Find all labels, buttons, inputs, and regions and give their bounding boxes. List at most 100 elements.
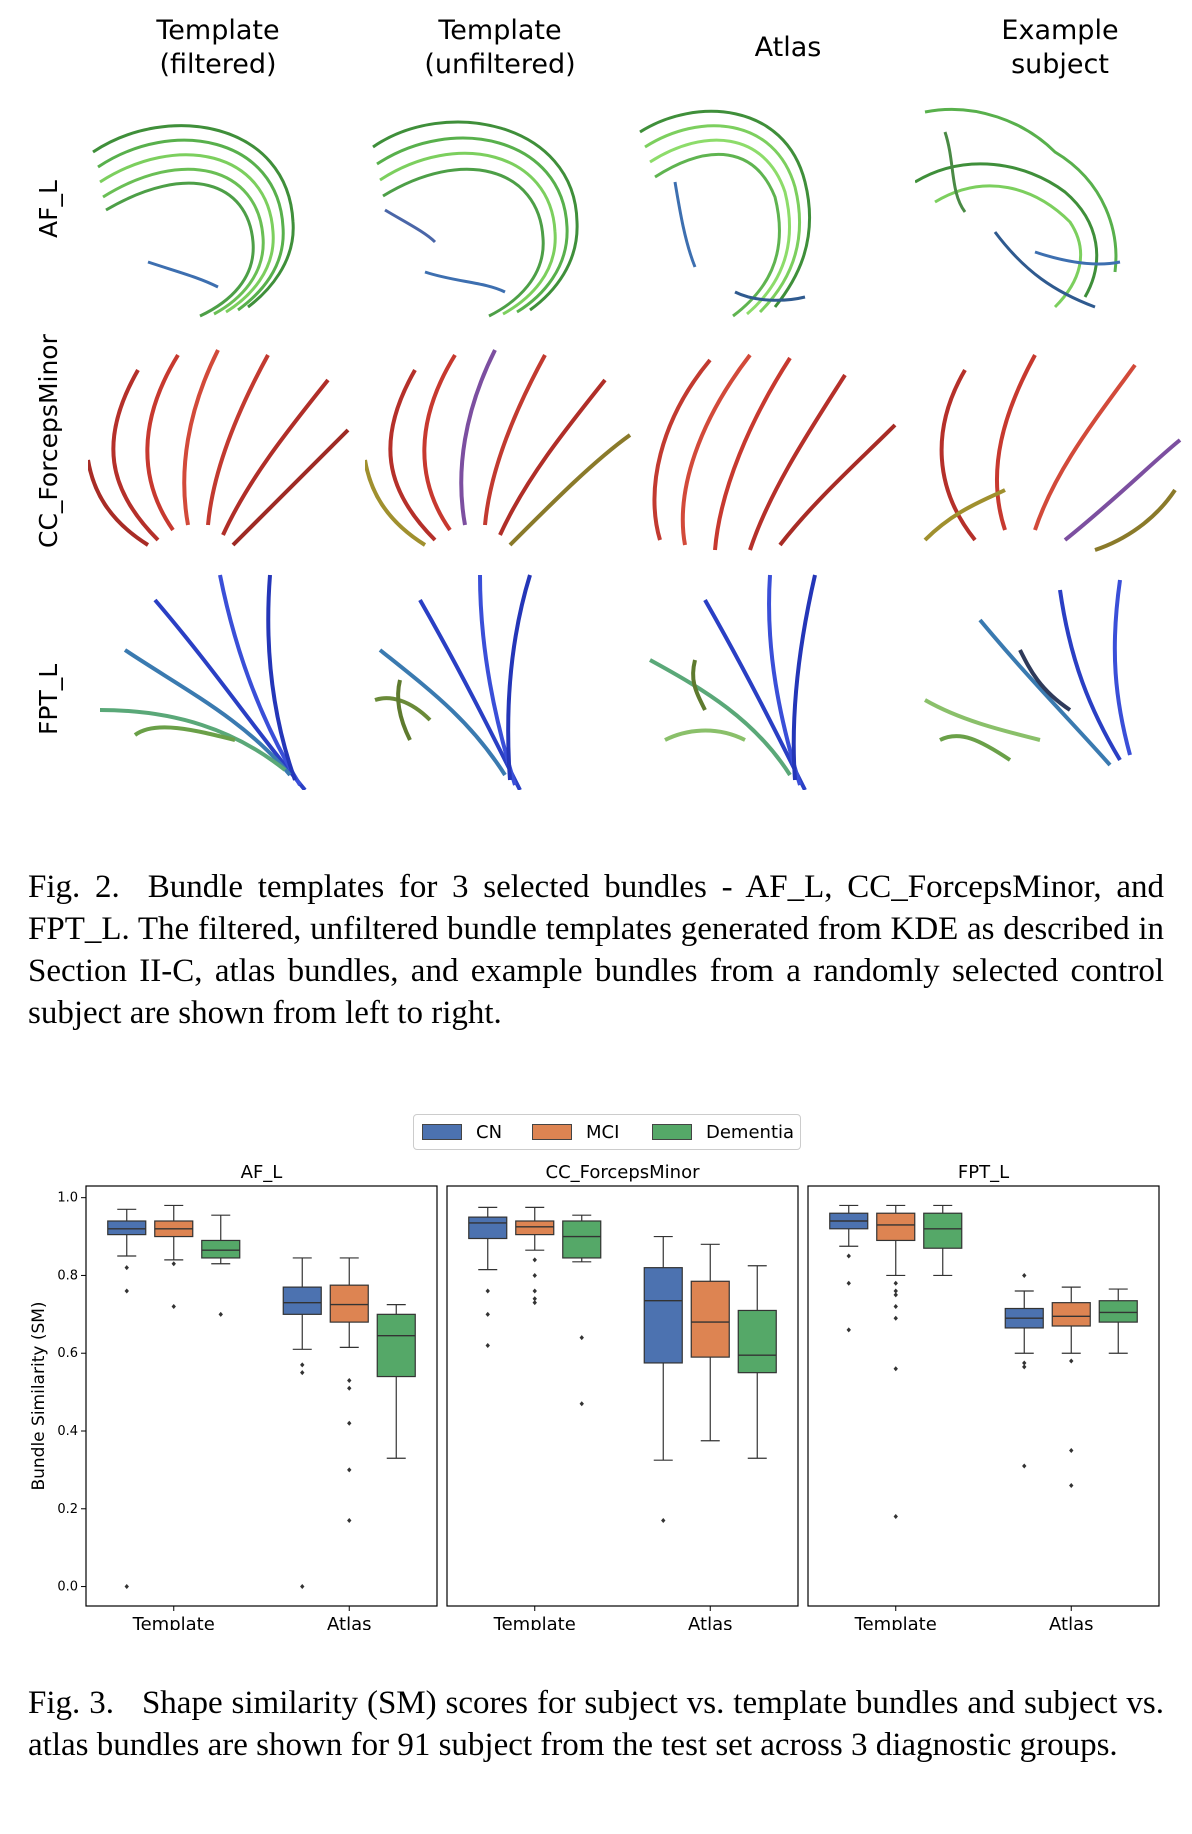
outlier-point: [1022, 1272, 1027, 1278]
outlier-point: [1069, 1482, 1074, 1488]
outlier-point: [300, 1370, 305, 1376]
bundle-image-fpt-l-example-subject: [920, 560, 1190, 790]
box-cn: [107, 1220, 147, 1236]
outlier-point: [124, 1265, 129, 1271]
bundle-image-af-l-example-subject: [915, 92, 1185, 322]
y-tick-label: 0.4: [57, 1424, 78, 1439]
bundle-image-cc-forcepsminor-template-filtered: [88, 340, 358, 570]
bundle-image-cc-forcepsminor-example-subject: [915, 340, 1185, 570]
box-dementia: [1098, 1300, 1138, 1323]
outlier-point: [579, 1401, 584, 1407]
outlier-point: [893, 1288, 898, 1294]
bundle-image-cc-forcepsminor-template-unfiltered: [365, 340, 635, 570]
outlier-point: [661, 1517, 666, 1523]
outlier-point: [347, 1467, 352, 1473]
row-label-cc-forcepsminor: CC_ForcepsMinor: [34, 334, 63, 548]
outlier-point: [893, 1304, 898, 1310]
outlier-point: [532, 1272, 537, 1278]
outlier-point: [846, 1327, 851, 1333]
figure-2: Template (filtered) Template (unfiltered…: [0, 0, 1192, 850]
col-label-3: Atlas: [754, 32, 822, 63]
outlier-point: [893, 1315, 898, 1321]
box-cn: [643, 1267, 683, 1364]
col-label-4: Example subject: [1001, 15, 1119, 80]
outlier-point: [347, 1377, 352, 1383]
y-tick-label: 0.6: [57, 1346, 78, 1361]
bundle-image-af-l-template-unfiltered: [365, 92, 635, 322]
outlier-point: [893, 1514, 898, 1520]
bundle-image-fpt-l-template-filtered: [95, 560, 365, 790]
legend-swatch-mci: [532, 1124, 572, 1140]
box-dementia: [376, 1313, 416, 1378]
outlier-point: [218, 1311, 223, 1317]
x-tick-label: Atlas: [327, 1614, 371, 1630]
outlier-point: [532, 1300, 537, 1306]
outlier-point: [124, 1288, 129, 1294]
plot-frame: [446, 1185, 799, 1607]
figure-2-caption: Fig. 2. Bundle templates for 3 selected b…: [28, 866, 1164, 1034]
outlier-point: [579, 1335, 584, 1341]
outlier-point: [347, 1517, 352, 1523]
outlier-point: [485, 1342, 490, 1348]
legend-label-dementia: Dementia: [706, 1121, 795, 1143]
plot-frame: [85, 1185, 438, 1607]
figure-3-caption-label: Fig. 3.: [28, 1685, 114, 1721]
outlier-point: [532, 1288, 537, 1294]
outlier-point: [893, 1280, 898, 1286]
box-mci: [329, 1284, 369, 1323]
x-tick-label: Template: [493, 1614, 576, 1630]
x-tick-label: Atlas: [688, 1614, 732, 1630]
outlier-point: [532, 1257, 537, 1263]
box-plot-figure: AF_L Template Atlas 0.0 0.2 0.4 0.6 0.8 1.0 Bundl…: [29, 1162, 1160, 1630]
outlier-point: [300, 1584, 305, 1590]
outlier-point: [532, 1296, 537, 1302]
x-tick-label: Template: [854, 1614, 937, 1630]
figure-3-caption: Fig. 3. Shape similarity (SM) scores for …: [28, 1682, 1164, 1766]
legend-label-cn: CN: [476, 1121, 503, 1143]
legend-item-cn: CN: [422, 1120, 502, 1144]
legend-label-mci: MCI: [586, 1121, 620, 1143]
x-tick-label: Atlas: [1049, 1614, 1093, 1630]
panel-title: AF_L: [241, 1162, 283, 1183]
outlier-point: [1022, 1364, 1027, 1370]
outlier-point: [171, 1304, 176, 1310]
box-cn: [282, 1286, 322, 1315]
column-header-atlas: Atlas: [668, 31, 908, 65]
box-dementia: [923, 1212, 963, 1249]
y-tick-label: 0.8: [57, 1268, 78, 1283]
bundle-image-fpt-l-atlas: [645, 560, 915, 790]
legend-item-mci: MCI: [532, 1120, 619, 1144]
panel-title: CC_ForcepsMinor: [546, 1162, 701, 1183]
box-mci: [690, 1280, 730, 1358]
outlier-point: [846, 1253, 851, 1259]
box-dementia: [562, 1220, 602, 1259]
outlier-point: [347, 1420, 352, 1426]
row-label-fpt-l: FPT_L: [34, 663, 63, 735]
column-header-template-unfiltered: Template (unfiltered): [380, 14, 620, 82]
outlier-point: [485, 1288, 490, 1294]
plot-frame: [807, 1185, 1160, 1607]
legend: CN MCI Dementia: [413, 1114, 801, 1150]
box-mci: [1051, 1302, 1091, 1327]
row-label-af-l: AF_L: [34, 180, 63, 238]
outlier-point: [1022, 1463, 1027, 1469]
outlier-point: [1069, 1447, 1074, 1453]
figure-2-caption-text: Bundle templates for 3 selected bundles …: [28, 869, 1164, 1031]
x-tick-label: Template: [132, 1614, 215, 1630]
outlier-point: [893, 1366, 898, 1372]
column-header-template-filtered: Template (filtered): [98, 14, 338, 82]
box-dementia: [201, 1239, 241, 1259]
box-mci: [876, 1212, 916, 1242]
legend-swatch-cn: [422, 1124, 462, 1140]
column-header-example-subject: Example subject: [940, 14, 1180, 82]
outlier-point: [893, 1292, 898, 1298]
outlier-point: [1022, 1360, 1027, 1366]
y-axis-label: Bundle Similarity (SM): [29, 1301, 49, 1490]
bundle-image-fpt-l-template-unfiltered: [370, 560, 640, 790]
outlier-point: [300, 1362, 305, 1368]
box-mci: [515, 1220, 555, 1236]
figure-2-caption-label: Fig. 2.: [28, 869, 120, 905]
y-tick-label: 0.0: [57, 1580, 78, 1595]
outlier-point: [171, 1261, 176, 1267]
legend-item-dementia: Dementia: [652, 1120, 794, 1144]
